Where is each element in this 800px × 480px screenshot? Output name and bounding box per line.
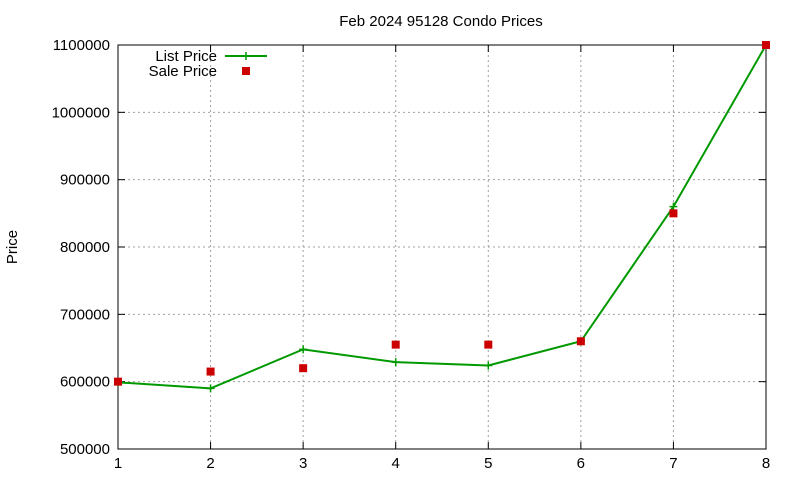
legend-plus-marker (242, 52, 250, 60)
x-tick-label: 1 (114, 455, 122, 472)
x-tick-label: 8 (762, 455, 770, 472)
sale-price-point (114, 377, 122, 386)
y-tick-label: 900000 (60, 172, 110, 189)
y-tick-label: 600000 (60, 374, 110, 391)
sale-price-point (391, 340, 400, 349)
y-tick-label: 700000 (60, 306, 110, 323)
grid (118, 45, 766, 449)
x-tick-label: 7 (669, 455, 677, 472)
list-price-point (206, 384, 215, 393)
list-price-point (669, 202, 678, 211)
list-price-line (117, 44, 767, 390)
sale-price-point (299, 364, 308, 373)
sale-price-point (762, 41, 770, 49)
y-tick-label: 1000000 (52, 104, 110, 121)
series-layer (114, 41, 770, 393)
y-axis-label: Price (4, 230, 21, 264)
legend-label: Sale Price (149, 63, 217, 80)
list-price-point (391, 358, 400, 367)
y-tick-label: 800000 (60, 239, 110, 256)
list-price-point (484, 361, 493, 370)
x-tick-label: 2 (206, 455, 214, 472)
y-tick-label: 500000 (60, 441, 110, 458)
list-price-point (299, 345, 308, 354)
x-tick-label: 3 (299, 455, 307, 472)
series-sale-price (114, 41, 770, 386)
axis-ticks: 500000 600000 700000 800000 900000 1000000 110… (52, 37, 771, 472)
legend-label: List Price (155, 48, 217, 65)
x-tick-label: 5 (484, 455, 492, 472)
sale-price-point (484, 340, 493, 349)
x-tick-label: 6 (577, 455, 585, 472)
sale-price-point (576, 337, 585, 346)
x-tick-label: 4 (392, 455, 400, 472)
sale-price-point (206, 367, 215, 376)
y-tick-label: 1100000 (53, 37, 110, 54)
sale-price-point (669, 209, 678, 218)
chart-title: Feb 2024 95128 Condo Prices (339, 13, 542, 30)
legend-square-marker (242, 67, 250, 75)
